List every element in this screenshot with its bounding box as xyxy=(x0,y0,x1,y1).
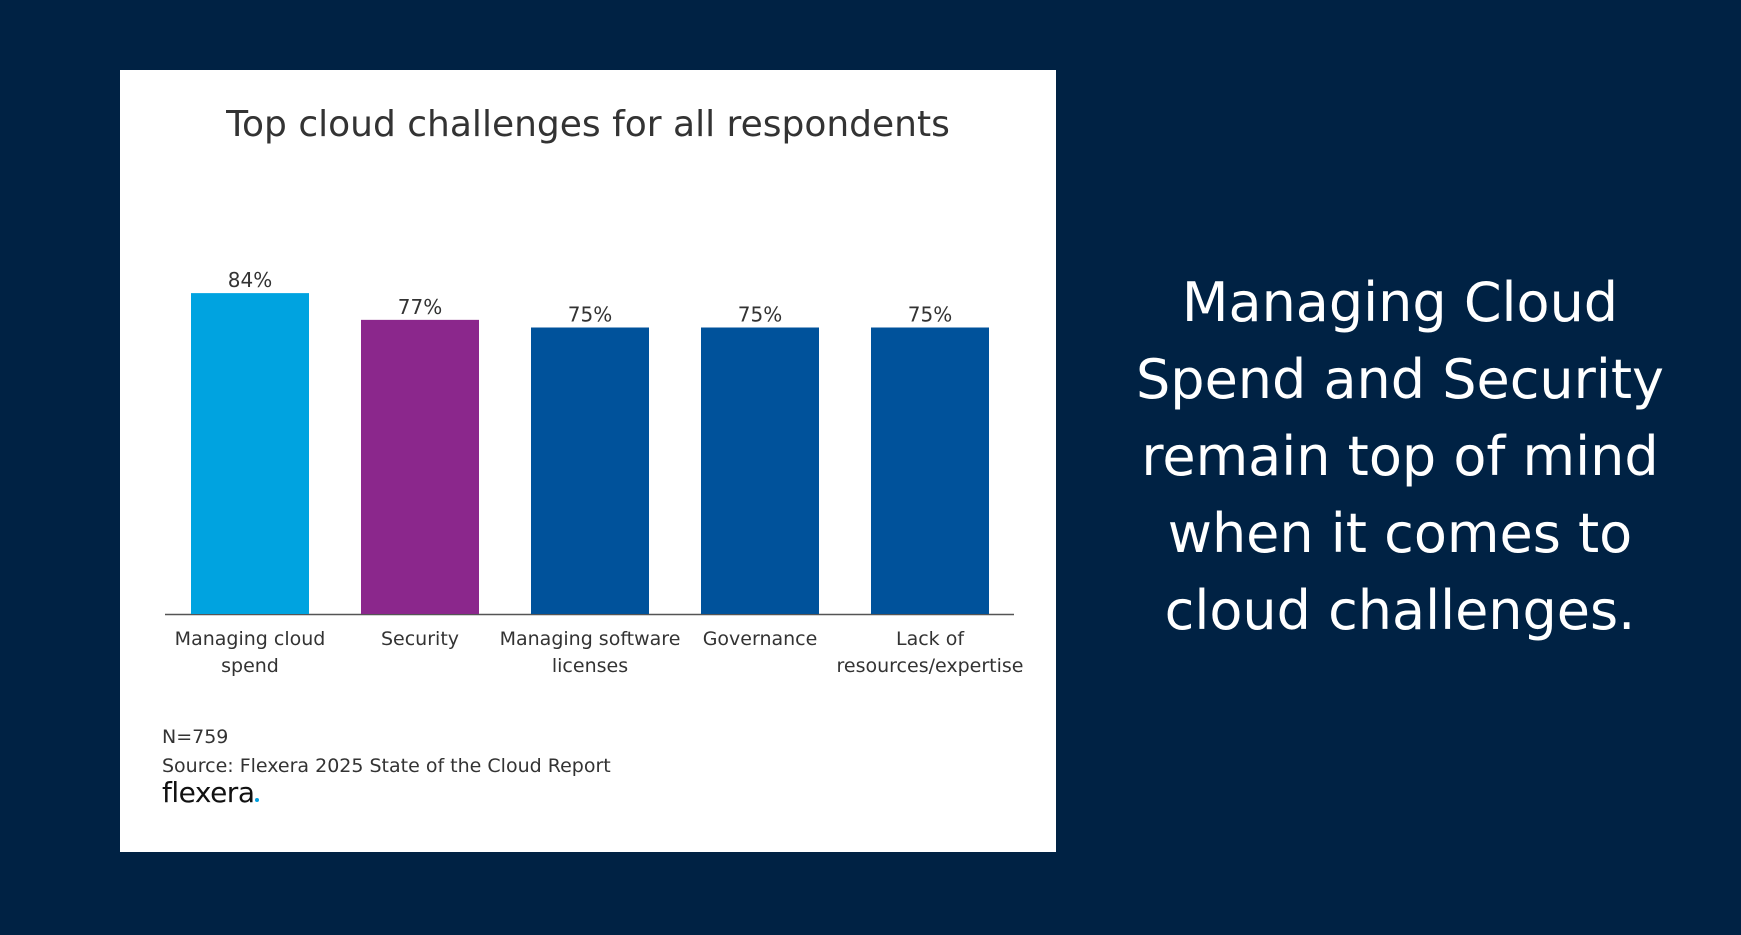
chart-card: 84% Managing cloud spend 77% Security 75% Mana… xyxy=(120,70,1056,852)
data-label-2: 75% xyxy=(568,303,612,327)
logo-text: flexera xyxy=(162,776,255,809)
headline-line-3: remain top of mind xyxy=(1141,425,1659,488)
headline-line-2: Spend and Security xyxy=(1136,348,1664,411)
bar-chart: 84% Managing cloud spend 77% Security 75% Mana… xyxy=(165,268,1024,677)
chart-title: Top cloud challenges for all respondents xyxy=(226,104,950,145)
data-label-3: 75% xyxy=(738,303,782,327)
bar-4 xyxy=(871,327,989,614)
category-label-4: Lack of resources/expertise xyxy=(837,628,1024,677)
category-label-2: Managing software licenses xyxy=(500,628,681,677)
headline-line-1: Managing Cloud xyxy=(1181,271,1619,334)
bar-0 xyxy=(191,293,309,614)
data-label-4: 75% xyxy=(908,303,952,327)
headline-line-5: cloud challenges. xyxy=(1164,579,1636,642)
logo-dot-icon xyxy=(255,798,260,802)
source-note: Source: Flexera 2025 State of the Cloud … xyxy=(162,755,611,777)
headline: Managing Cloud Spend and Security remain… xyxy=(1120,264,1680,649)
category-label-0: Managing cloud spend xyxy=(175,628,326,677)
category-label-3: Governance xyxy=(703,628,818,650)
data-label-1: 77% xyxy=(398,295,442,319)
sample-size-note: N=759 xyxy=(162,726,229,748)
headline-line-4: when it comes to xyxy=(1167,502,1633,565)
bar-2 xyxy=(531,327,649,614)
bar-3 xyxy=(701,327,819,614)
data-label-0: 84% xyxy=(228,268,272,292)
flexera-logo: flexera xyxy=(162,776,260,809)
category-label-1: Security xyxy=(381,628,459,650)
bar-1 xyxy=(361,319,479,614)
